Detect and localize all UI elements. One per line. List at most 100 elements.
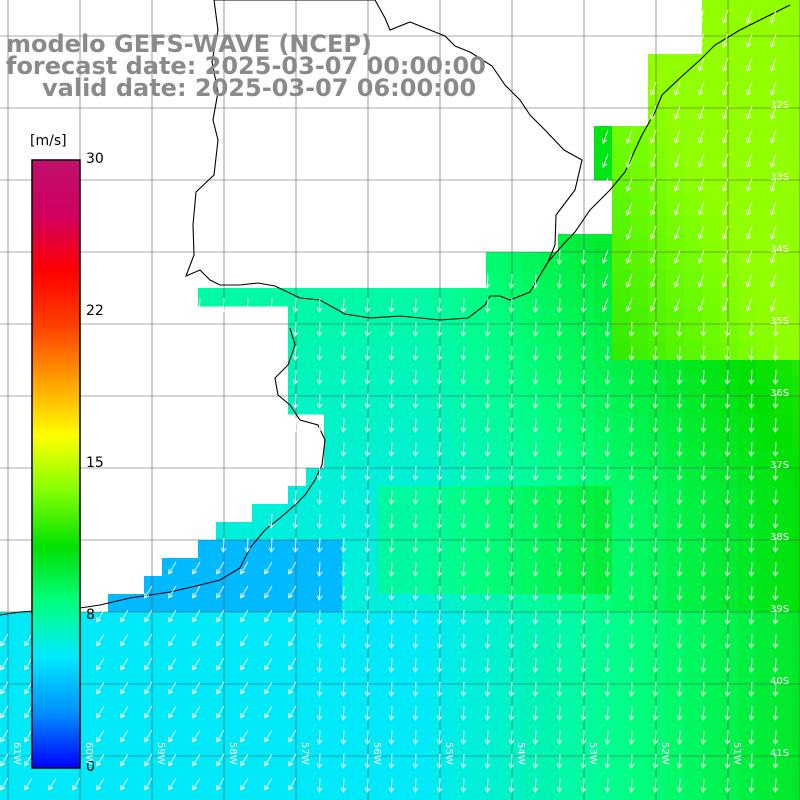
wind-speed-cell [522,720,541,739]
wind-speed-cell [702,558,721,577]
wind-arrow [676,489,683,505]
wind-speed-cell [342,522,361,541]
wind-arrow [24,777,33,791]
wind-arrow [412,705,419,721]
wind-speed-cell [648,378,667,397]
wind-speed-cell [162,774,181,793]
wind-speed-cell [792,234,800,253]
wind-speed-cell [342,630,361,649]
wind-speed-cell [666,54,685,73]
wind-arrow [96,681,105,695]
wind-speed-cell [558,648,577,667]
wind-arrow [96,753,105,767]
wind-arrow [340,393,347,409]
wind-speed-cell [486,684,505,703]
wind-speed-cell [558,360,577,379]
wind-arrow [604,681,611,697]
wind-speed-cell [270,558,289,577]
wind-arrow [652,417,659,433]
wind-speed-cell [396,414,415,433]
wind-speed-cell [540,720,559,739]
wind-arrow [724,441,731,457]
wind-arrow [676,513,683,529]
wind-speed-cell [684,540,703,559]
wind-arrow [652,489,659,505]
wind-arrow [460,609,467,625]
wind-speed-cell [378,504,397,523]
wind-speed-cell [360,792,379,800]
wind-arrow [724,369,731,385]
wind-speed-cell [144,648,163,667]
wind-speed-cell [756,414,775,433]
wind-speed-cell [612,648,631,667]
wind-speed-cell [198,702,217,721]
longitude-label: 58W [227,742,238,765]
wind-arrow [604,369,611,385]
wind-speed-cell [684,684,703,703]
wind-speed-cell [504,648,523,667]
wind-arrow [556,249,563,265]
wind-arrow [652,369,659,385]
wind-arrow [532,753,539,769]
wind-speed-cell [450,792,469,800]
wind-speed-cell [666,396,685,415]
wind-speed-cell [684,342,703,361]
colorbar [31,159,81,769]
wind-arrow [268,537,275,553]
wind-speed-cell [720,414,739,433]
wind-arrow [770,81,777,97]
wind-arrow [484,561,491,577]
wind-speed-cell [792,558,800,577]
wind-arrow [532,441,539,457]
wind-arrow [508,537,515,553]
wind-speed-cell [738,468,757,487]
wind-arrow [484,513,491,529]
wind-speed-cell [126,630,145,649]
wind-arrow [674,273,681,289]
wind-speed-cell [360,702,379,721]
wind-arrow [602,249,609,265]
wind-speed-cell [756,666,775,685]
wind-arrow [240,705,249,719]
wind-arrow [556,321,563,337]
wind-arrow [388,633,395,649]
wind-speed-cell [540,306,559,325]
wind-arrow [168,561,177,575]
wind-speed-cell [306,576,325,595]
wind-speed-cell [738,486,757,505]
wind-arrow [748,729,755,745]
wind-speed-cell [396,432,415,451]
wind-speed-cell [360,630,379,649]
wind-speed-cell [612,432,631,451]
wind-arrow [772,633,779,649]
wind-arrow [412,441,419,457]
wind-speed-cell [144,792,163,800]
wind-speed-cell [360,486,379,505]
wind-speed-cell [774,576,793,595]
wind-arrow [628,345,635,361]
wind-speed-cell [468,360,487,379]
wind-speed-cell [558,558,577,577]
wind-speed-cell [576,522,595,541]
wind-speed-cell [126,594,145,613]
wind-arrow [722,201,729,217]
wind-arrow [508,417,515,433]
wind-speed-cell [558,594,577,613]
wind-speed-cell [630,540,649,559]
wind-speed-cell [774,648,793,667]
wind-arrow [698,129,705,145]
wind-speed-cell [612,216,631,235]
wind-speed-cell [432,378,451,397]
wind-arrow [216,561,225,575]
wind-speed-cell [756,774,775,793]
wind-speed-cell [576,306,595,325]
wind-arrow [626,153,633,169]
wind-speed-cell [594,504,613,523]
wind-arrow [436,393,443,409]
wind-speed-cell [162,738,181,757]
wind-speed-cell [612,378,631,397]
wind-arrow [580,321,587,337]
wind-arrow [192,633,201,647]
wind-speed-cell [738,234,757,253]
wind-arrow [220,297,227,313]
